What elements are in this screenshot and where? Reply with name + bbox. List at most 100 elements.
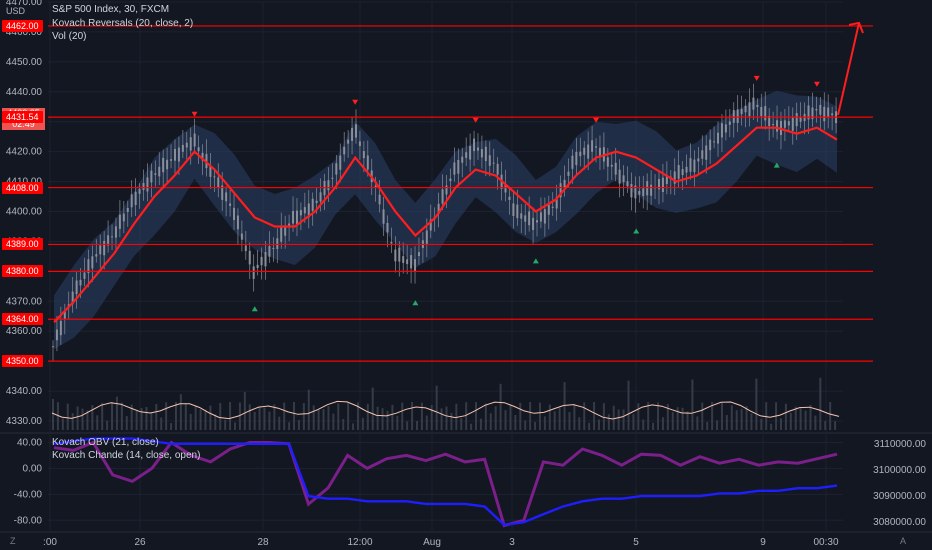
volume-bar xyxy=(115,396,118,430)
candle-body xyxy=(504,184,507,193)
candle-body xyxy=(606,157,609,167)
volume-bar xyxy=(578,417,581,430)
obv-legend[interactable]: Kovach OBV (21, close) xyxy=(52,437,159,448)
level-price-tag: 4350.00 xyxy=(2,355,43,368)
candle-body xyxy=(610,164,613,167)
candle-body xyxy=(134,191,137,206)
volume-bar xyxy=(543,416,546,430)
candle-body xyxy=(587,144,590,159)
volume-bar xyxy=(450,412,453,430)
candle-body xyxy=(685,166,688,173)
candle-body xyxy=(193,133,196,147)
x-tick-label: 9 xyxy=(760,537,766,548)
volume-bar xyxy=(657,402,660,430)
candle-body xyxy=(406,259,409,265)
x-tick-label: Aug xyxy=(423,537,441,548)
reversal-up-marker xyxy=(532,258,539,264)
candle-body xyxy=(225,192,228,202)
reversals-legend[interactable]: Kovach Reversals (20, close, 2) xyxy=(52,18,194,29)
volume-bar xyxy=(725,414,728,430)
volume-bar xyxy=(794,406,797,430)
candle-body xyxy=(673,171,676,184)
candle-body xyxy=(158,166,161,177)
candle-body xyxy=(331,177,334,179)
candle-body xyxy=(256,264,259,268)
volume-bar xyxy=(52,399,54,430)
volume-legend[interactable]: Vol (20) xyxy=(52,31,87,42)
volume-bar xyxy=(479,418,482,430)
candle-body xyxy=(280,227,283,242)
candle-body xyxy=(536,220,539,223)
volume-bar xyxy=(824,421,827,430)
reversal-down-marker xyxy=(472,117,479,123)
candle-body xyxy=(382,209,385,224)
candle-body xyxy=(650,184,653,196)
volume-bar xyxy=(327,406,330,430)
volume-bar xyxy=(293,402,296,430)
candle-body xyxy=(398,247,401,262)
candle-body xyxy=(307,203,310,218)
candle-body xyxy=(791,117,794,131)
candle-body xyxy=(315,200,318,204)
candle-body xyxy=(705,145,708,160)
volume-bar xyxy=(283,402,286,430)
candle-body xyxy=(295,210,298,225)
volume-bar xyxy=(268,411,271,430)
volume-bar xyxy=(386,410,389,430)
currency-label: USD xyxy=(6,6,26,16)
auto-scale-button[interactable]: A xyxy=(900,536,907,546)
x-tick-label: 00:30 xyxy=(813,537,838,548)
candle-body xyxy=(351,127,354,141)
bar-countdown: 02:49 xyxy=(12,119,35,129)
volume-bar xyxy=(248,404,251,430)
candle-body xyxy=(642,188,645,197)
candle-body xyxy=(665,175,668,185)
volume-bar xyxy=(430,404,433,430)
projection-arrow-head xyxy=(848,21,864,34)
x-tick-label: 3 xyxy=(509,537,515,548)
volume-bar xyxy=(627,380,630,430)
volume-bar xyxy=(602,403,605,430)
candle-body xyxy=(476,147,479,151)
volume-bar xyxy=(671,412,674,430)
volume-bar xyxy=(568,412,571,430)
candle-body xyxy=(469,145,472,160)
volume-bar xyxy=(258,407,261,430)
candle-body xyxy=(107,235,110,246)
candle-body xyxy=(374,185,377,188)
volume-bar xyxy=(297,420,300,430)
candle-body xyxy=(622,175,625,183)
candle-body xyxy=(59,320,62,336)
candle-body xyxy=(539,212,542,222)
tradingview-logo[interactable]: Z xyxy=(10,536,16,546)
volume-bar xyxy=(366,403,369,430)
kovach-reversal-line xyxy=(53,126,838,324)
volume-bar xyxy=(76,406,79,430)
candle-body xyxy=(760,106,763,117)
candle-body xyxy=(634,185,637,199)
volume-bar xyxy=(593,402,596,430)
symbol-legend[interactable]: S&P 500 Index, 30, FXCM xyxy=(52,4,170,15)
candle-body xyxy=(138,189,141,194)
volume-bar xyxy=(829,402,832,430)
candle-body xyxy=(209,165,212,177)
volume-bar xyxy=(652,422,655,430)
osc-right-tick-label: 3080000.00 xyxy=(873,517,926,528)
y-tick-label: 4460.00 xyxy=(6,27,43,38)
volume-bar xyxy=(701,402,704,430)
osc-y-tick-label: -40.00 xyxy=(14,489,43,500)
volume-bar xyxy=(184,403,187,430)
chande-legend[interactable]: Kovach Chande (14, close, open) xyxy=(52,450,201,461)
volume-bar xyxy=(155,403,158,430)
candle-body xyxy=(170,159,173,161)
volume-bar xyxy=(588,422,591,430)
volume-bar xyxy=(160,417,163,430)
volume-bar xyxy=(371,387,374,430)
candle-body xyxy=(772,124,775,126)
candle-body xyxy=(441,189,444,204)
candle-body xyxy=(677,165,680,179)
volume-bar xyxy=(337,403,340,430)
candle-body xyxy=(744,105,747,113)
volume-bar xyxy=(519,402,522,430)
volume-bar xyxy=(406,421,409,430)
